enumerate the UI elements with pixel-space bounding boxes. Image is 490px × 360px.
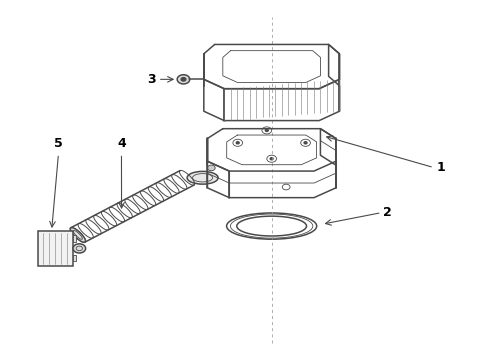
Circle shape <box>73 244 86 253</box>
Circle shape <box>236 142 239 144</box>
Text: 2: 2 <box>383 206 392 219</box>
Circle shape <box>270 158 273 160</box>
Circle shape <box>207 165 215 171</box>
Bar <box>73 235 76 242</box>
FancyBboxPatch shape <box>38 231 73 266</box>
Ellipse shape <box>70 228 86 242</box>
Circle shape <box>304 142 307 144</box>
Bar <box>73 255 76 261</box>
Circle shape <box>177 75 190 84</box>
Text: 4: 4 <box>117 137 126 150</box>
Circle shape <box>266 129 268 131</box>
Ellipse shape <box>187 171 218 184</box>
Circle shape <box>181 77 186 81</box>
Text: 5: 5 <box>54 137 63 150</box>
Text: 1: 1 <box>437 161 445 174</box>
Text: 3: 3 <box>147 73 155 86</box>
